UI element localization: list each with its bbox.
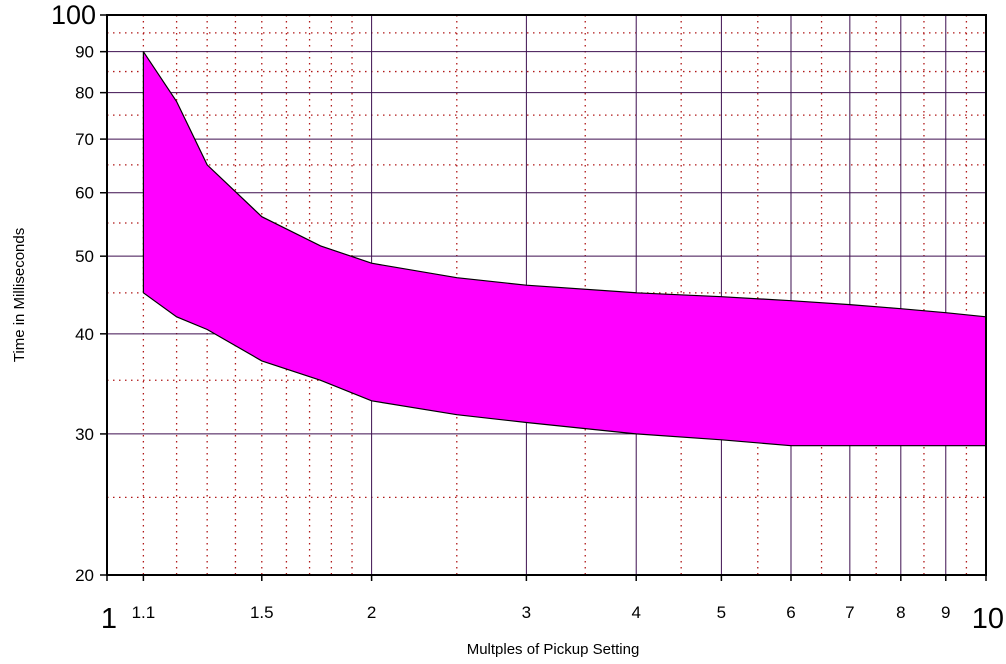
x-tick-labels: 1 1.1 1.5 2 3 4 5 6 7 8 9 10 <box>101 603 1004 635</box>
y-tick-label: 70 <box>75 130 94 149</box>
y-tick-label: 50 <box>75 247 94 266</box>
x-tick-label: 2 <box>367 603 376 622</box>
x-tick-label: 3 <box>522 603 531 622</box>
x-tick-label: 8 <box>896 603 905 622</box>
y-tick-label: 60 <box>75 184 94 203</box>
x-axis-title: Multples of Pickup Setting <box>467 641 640 658</box>
y-tick-label: 100 <box>51 0 96 30</box>
lower-curve-line <box>143 292 986 447</box>
x-tick-label: 1.1 <box>132 603 156 622</box>
y-axis-title: Time in Milliseconds <box>11 228 28 362</box>
y-tick-label: 30 <box>75 425 94 444</box>
x-tick-label: 1.5 <box>250 603 274 622</box>
x-tick-label: 10 <box>972 603 1004 635</box>
x-tick-label: 7 <box>845 603 854 622</box>
y-tick-label: 20 <box>75 566 94 585</box>
y-tick-label: 40 <box>75 325 94 344</box>
y-tick-label: 90 <box>75 43 94 62</box>
y-tick-label: 80 <box>75 84 94 103</box>
y-tick-labels: 20 30 40 50 60 70 80 90 100 <box>51 0 96 585</box>
upper-curve-line <box>142 51 987 318</box>
time-band-area <box>143 51 986 446</box>
x-tick-label: 6 <box>786 603 795 622</box>
x-tick-label: 1 <box>101 603 117 635</box>
x-tick-label: 9 <box>941 603 950 622</box>
x-tick-label: 5 <box>717 603 726 622</box>
x-tick-label: 4 <box>631 603 640 622</box>
plot-frame <box>106 14 987 576</box>
